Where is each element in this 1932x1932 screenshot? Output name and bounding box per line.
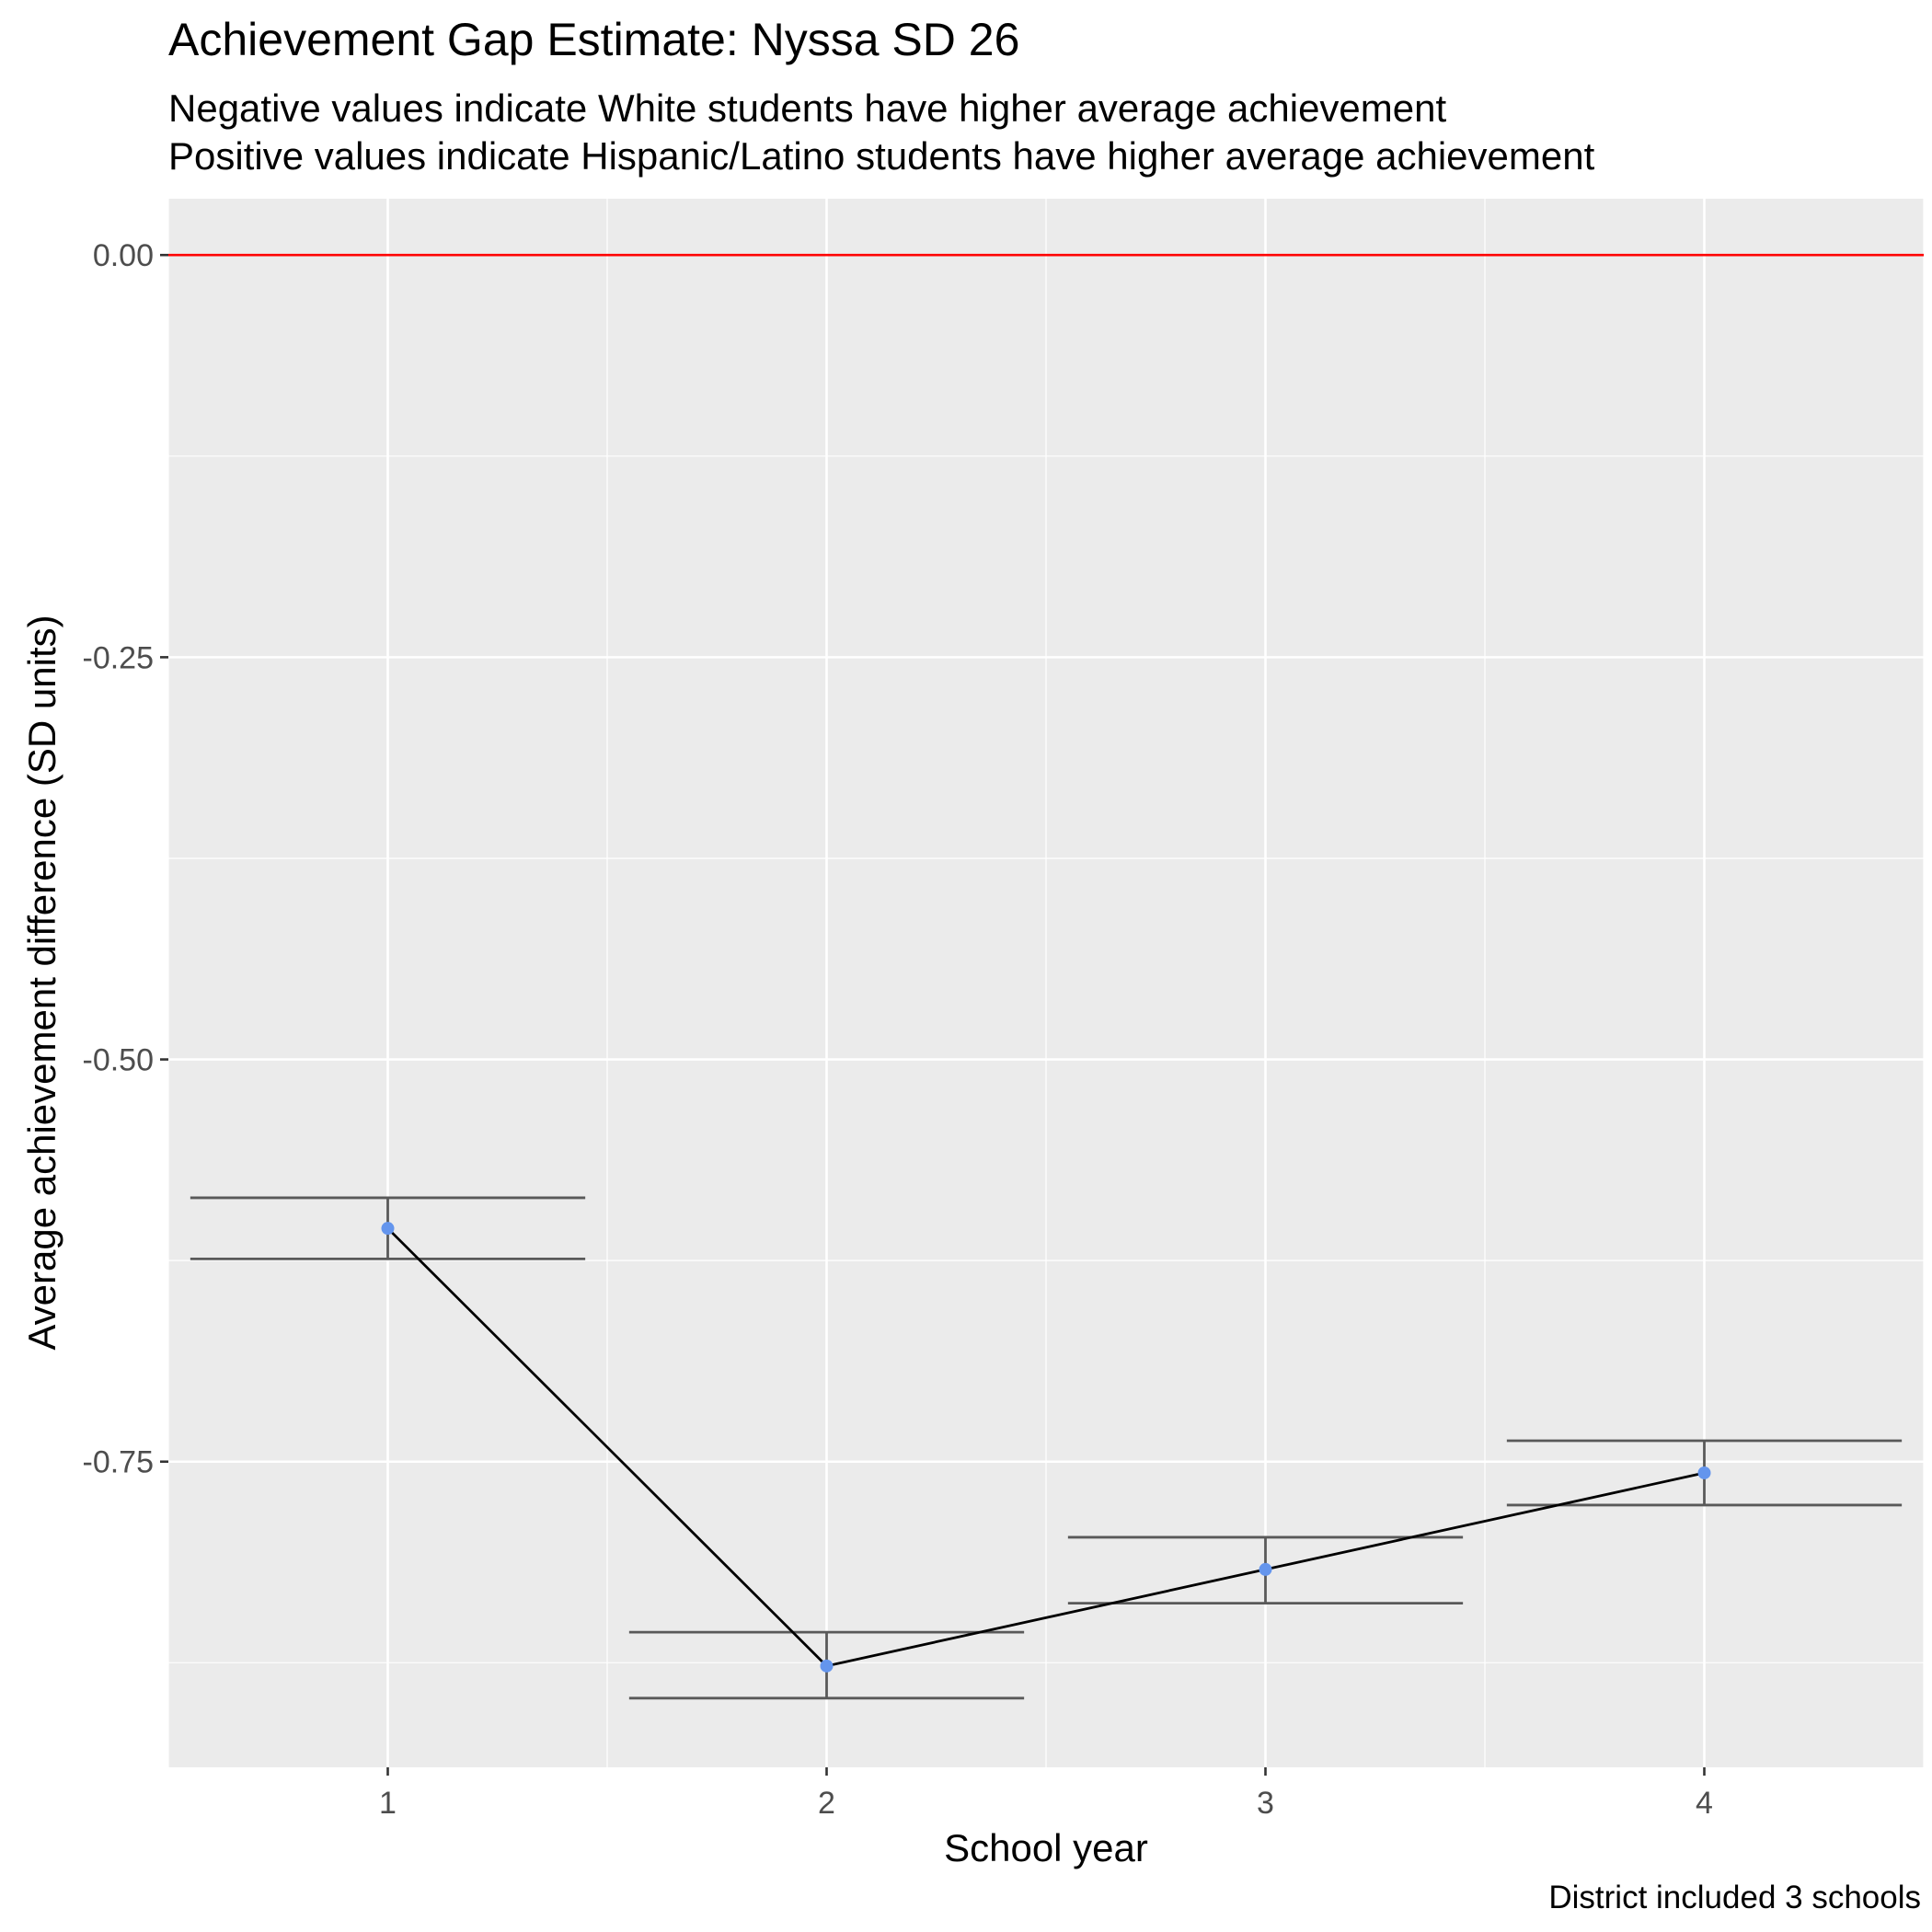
data-point xyxy=(1697,1466,1711,1479)
data-point xyxy=(820,1659,834,1673)
data-points xyxy=(381,1222,1711,1673)
x-axis-label: School year xyxy=(944,1826,1148,1869)
error-bars xyxy=(190,1196,1903,1700)
chart-subtitle-line-2: Positive values indicate Hispanic/Latino… xyxy=(168,134,1595,178)
y-tick-label: -0.75 xyxy=(83,1445,155,1480)
y-axis-label: Average achievement difference (SD units… xyxy=(20,615,63,1350)
chart-title: Achievement Gap Estimate: Nyssa SD 26 xyxy=(168,14,1020,65)
x-tick-label: 2 xyxy=(818,1786,835,1821)
data-point xyxy=(1259,1562,1272,1576)
y-tick-label: -0.25 xyxy=(83,640,155,675)
x-axis-ticks: 1 2 3 4 xyxy=(379,1767,1713,1821)
x-tick-label: 1 xyxy=(379,1786,397,1821)
y-tick-label: 0.00 xyxy=(93,238,154,273)
data-point xyxy=(381,1222,395,1236)
series-line xyxy=(386,1227,1705,1668)
y-axis-ticks: 0.00 -0.25 -0.50 -0.75 xyxy=(83,238,168,1480)
x-tick-label: 3 xyxy=(1257,1786,1274,1821)
chart-subtitle-line-1: Negative values indicate White students … xyxy=(168,86,1447,130)
grid-minor xyxy=(167,199,1925,1767)
x-tick-label: 4 xyxy=(1696,1786,1713,1821)
y-tick-label: -0.50 xyxy=(83,1043,155,1078)
chart-caption: District included 3 schools xyxy=(1548,1880,1921,1915)
